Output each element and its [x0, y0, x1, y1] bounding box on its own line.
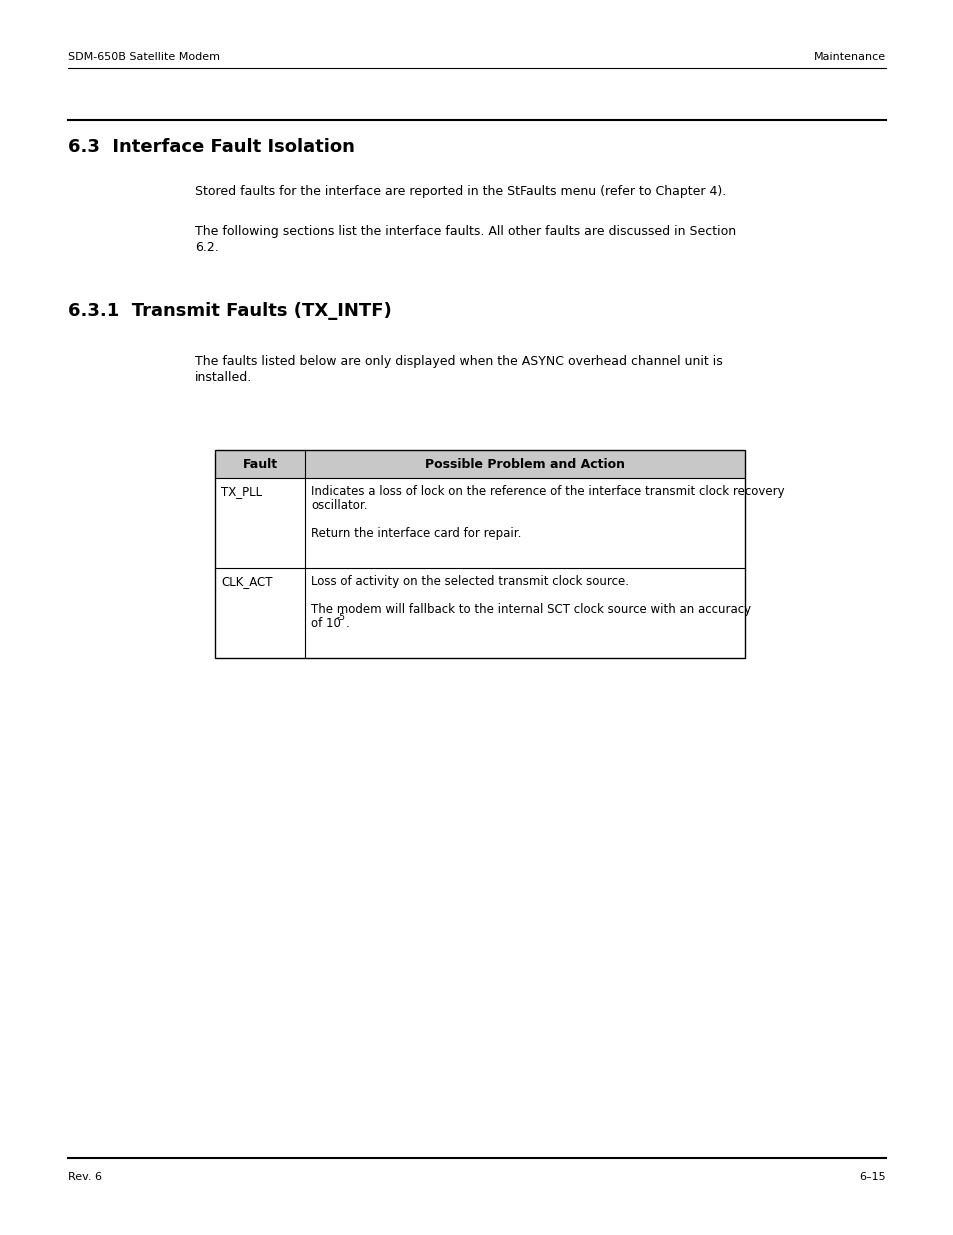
Text: SDM-650B Satellite Modem: SDM-650B Satellite Modem: [68, 52, 220, 62]
Text: The modem will fallback to the internal SCT clock source with an accuracy: The modem will fallback to the internal …: [311, 603, 750, 616]
Bar: [214, 450, 744, 658]
Text: The following sections list the interface faults. All other faults are discussed: The following sections list the interfac…: [194, 225, 736, 238]
Text: Indicates a loss of lock on the reference of the interface transmit clock recove: Indicates a loss of lock on the referenc…: [311, 485, 783, 498]
Text: TX_PLL: TX_PLL: [221, 485, 262, 498]
Text: of 10: of 10: [311, 618, 340, 630]
Text: 6.3  Interface Fault Isolation: 6.3 Interface Fault Isolation: [68, 138, 355, 156]
Text: Stored faults for the interface are reported in the StFaults menu (refer to Chap: Stored faults for the interface are repo…: [194, 185, 725, 198]
Text: Return the interface card for repair.: Return the interface card for repair.: [311, 527, 521, 540]
Text: oscillator.: oscillator.: [311, 499, 367, 513]
Text: Loss of activity on the selected transmit clock source.: Loss of activity on the selected transmi…: [311, 576, 628, 588]
Text: Rev. 6: Rev. 6: [68, 1172, 102, 1182]
Text: 6–15: 6–15: [859, 1172, 885, 1182]
Text: .: .: [346, 618, 350, 630]
Text: Maintenance: Maintenance: [813, 52, 885, 62]
Text: The faults listed below are only displayed when the ASYNC overhead channel unit : The faults listed below are only display…: [194, 354, 722, 368]
Text: CLK_ACT: CLK_ACT: [221, 576, 273, 588]
Text: -5: -5: [336, 613, 346, 622]
Text: installed.: installed.: [194, 370, 252, 384]
Text: Possible Problem and Action: Possible Problem and Action: [424, 457, 624, 471]
Text: Fault: Fault: [242, 457, 277, 471]
Bar: [214, 450, 744, 478]
Text: 6.3.1  Transmit Faults (TX_INTF): 6.3.1 Transmit Faults (TX_INTF): [68, 303, 392, 320]
Text: 6.2.: 6.2.: [194, 241, 218, 254]
